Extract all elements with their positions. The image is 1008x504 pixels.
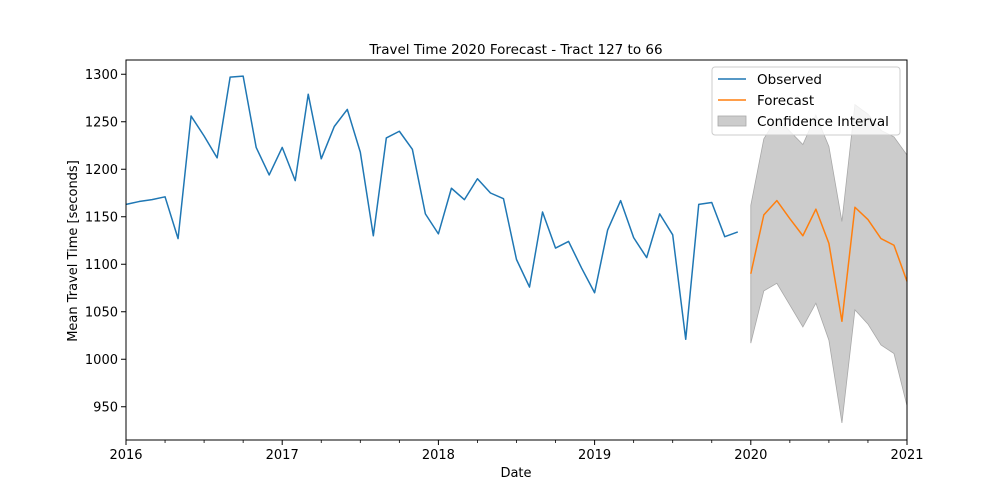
y-axis-title: Mean Travel Time [seconds] (66, 160, 81, 342)
y-tick-label: 1250 (85, 115, 118, 130)
y-tick-label: 950 (93, 400, 118, 415)
y-tick-label: 1300 (85, 68, 118, 83)
legend-forecast-label: Forecast (757, 93, 814, 109)
x-tick-label: 2019 (578, 448, 611, 463)
x-tick-label: 2020 (734, 448, 767, 463)
y-tick-label: 1200 (85, 163, 118, 178)
series-lines-layer (125, 75, 908, 341)
x-tick-label: 2021 (890, 448, 923, 463)
x-tick-label: 2018 (422, 448, 455, 463)
forecast-line (750, 199, 908, 322)
x-axis: 2016 2017 2018 2019 2020 2021 (109, 440, 924, 463)
legend-ci-swatch (717, 115, 747, 127)
y-tick-label: 1100 (85, 258, 118, 273)
y-axis: 950 1000 1050 1100 1150 1200 1250 1300 (85, 68, 126, 415)
legend: Observed Forecast Confidence Interval (711, 66, 901, 136)
x-tick-label: 2016 (109, 448, 142, 463)
observed-line (125, 75, 739, 341)
legend-observed-label: Observed (757, 72, 822, 88)
legend-ci-label: Confidence Interval (757, 114, 889, 130)
legend-box (711, 66, 901, 136)
x-tick-label: 2017 (266, 448, 299, 463)
y-tick-label: 1000 (85, 353, 118, 368)
y-tick-label: 1050 (85, 305, 118, 320)
y-tick-label: 1150 (85, 210, 118, 225)
x-axis-title: Date (500, 466, 531, 481)
chart-title: Travel Time 2020 Forecast - Tract 127 to… (368, 42, 662, 58)
confidence-interval-layer (750, 103, 908, 423)
confidence-interval-band (750, 103, 908, 423)
